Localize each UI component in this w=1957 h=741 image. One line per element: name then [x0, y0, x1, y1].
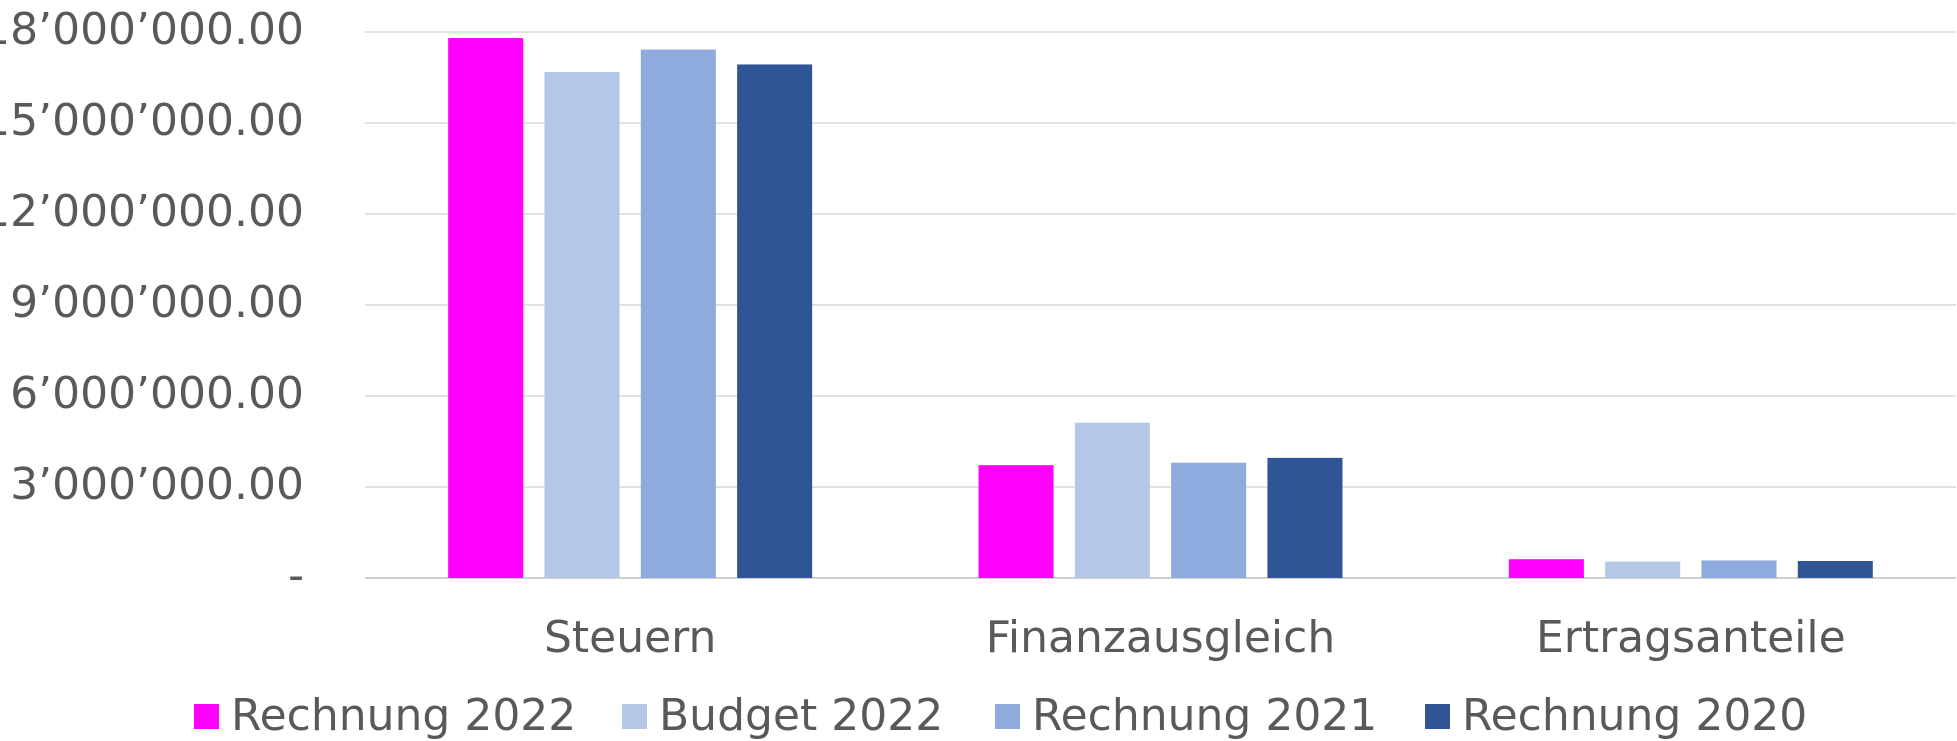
y-tick-label: 6’000’000.00 — [10, 368, 304, 419]
legend-label: Rechnung 2020 — [1462, 690, 1807, 741]
bar — [448, 38, 524, 579]
bar — [1074, 422, 1150, 578]
y-tick-label: 3’000’000.00 — [10, 459, 304, 510]
bar — [737, 64, 813, 578]
bar — [1508, 559, 1584, 578]
y-tick-label: 9’000’000.00 — [10, 277, 304, 328]
legend-swatch — [622, 704, 647, 729]
x-tick-label: Steuern — [544, 612, 716, 663]
legend-swatch — [1425, 704, 1450, 729]
x-tick-label: Finanzausgleich — [986, 612, 1335, 663]
bar — [1267, 457, 1343, 578]
bar — [1605, 561, 1681, 578]
bar — [1797, 561, 1873, 578]
legend-label: Budget 2022 — [659, 690, 943, 741]
bar — [1171, 462, 1247, 578]
legend-label: Rechnung 2022 — [231, 690, 576, 741]
legend-label: Rechnung 2021 — [1032, 690, 1377, 741]
bar — [978, 465, 1054, 578]
bar — [544, 72, 620, 578]
legend-swatch — [995, 704, 1020, 729]
bar — [1701, 560, 1777, 578]
bar — [640, 49, 716, 579]
legend-swatch — [194, 704, 219, 729]
y-tick-label: 15’000’000.00 — [0, 95, 304, 146]
y-tick-label: 12’000’000.00 — [0, 186, 304, 237]
x-tick-label: Ertragsanteile — [1536, 612, 1846, 663]
y-tick-label: - — [288, 550, 304, 601]
y-tick-label: 18’000’000.00 — [0, 4, 304, 55]
